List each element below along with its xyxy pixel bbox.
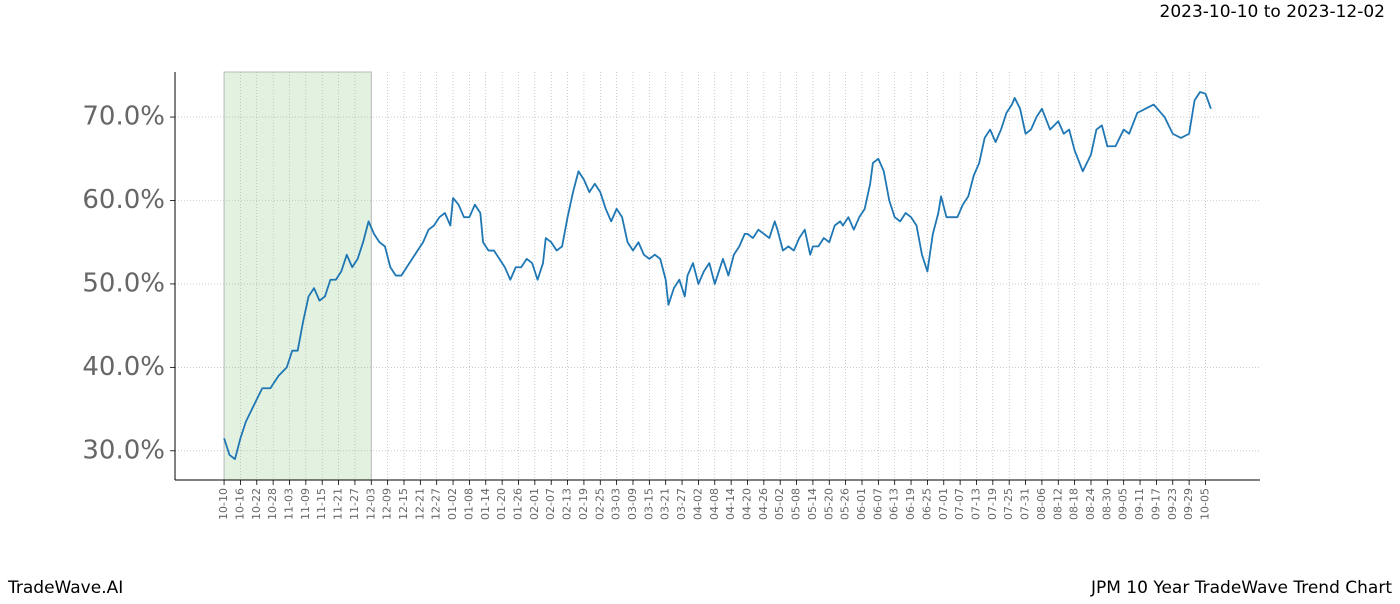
x-tick-label: 06-19 [904,488,917,520]
brand: TradeWave.AI [7,578,123,598]
x-tick-label: 06-25 [920,488,933,520]
x-tick-label: 12-15 [397,488,410,520]
x-tick-label: 07-01 [937,488,950,520]
x-tick-label: 03-15 [642,488,655,520]
x-tick-label: 02-19 [577,488,590,520]
x-tick-label: 04-20 [740,488,753,520]
x-tick-label: 04-26 [757,488,770,520]
x-tick-label: 09-05 [1117,488,1130,520]
x-tick-label: 07-07 [953,488,966,520]
y-tick-label: 50.0% [82,268,165,298]
x-tick-label: 04-08 [708,488,721,520]
y-tick-label: 40.0% [82,352,165,382]
x-tick-label: 02-13 [561,488,574,520]
x-tick-label: 03-03 [610,488,623,520]
x-tick-label: 03-21 [659,488,672,520]
x-tick-label: 11-15 [315,488,328,520]
x-tick-label: 02-25 [593,488,606,520]
y-tick-label: 70.0% [82,102,165,132]
x-tick-label: 12-27 [430,488,443,520]
x-tick-label: 04-02 [691,488,704,520]
chart-title: 2023-10-10 to 2023-12-02 [1160,2,1385,22]
footer-title: JPM 10 Year TradeWave Trend Chart [1090,578,1392,598]
x-tick-label: 11-27 [348,488,361,520]
x-tick-label: 08-06 [1035,488,1048,520]
x-tick-label: 08-24 [1084,488,1097,520]
x-tick-label: 03-09 [626,488,639,520]
x-tick-label: 01-08 [462,488,475,520]
x-tick-label: 05-14 [806,488,819,520]
x-tick-label: 03-27 [675,488,688,520]
x-tick-label: 01-20 [495,488,508,520]
x-tick-label: 12-03 [364,488,377,520]
x-tick-label: 01-02 [446,488,459,520]
x-tick-label: 05-26 [839,488,852,520]
x-tick-label: 06-07 [871,488,884,520]
x-tick-label: 08-18 [1068,488,1081,520]
x-tick-label: 05-08 [790,488,803,520]
x-tick-label: 11-03 [282,488,295,520]
x-tick-label: 05-02 [773,488,786,520]
x-tick-label: 04-14 [724,488,737,520]
x-tick-label: 06-01 [855,488,868,520]
x-tick-label: 01-14 [479,488,492,520]
x-tick-label: 05-20 [822,488,835,520]
x-tick-label: 09-23 [1166,488,1179,520]
trend-line [223,91,1212,461]
x-tick-label: 08-12 [1051,488,1064,520]
shaded-range [223,71,372,481]
y-tick-label: 30.0% [82,435,165,465]
x-tick-label: 09-29 [1182,488,1195,520]
x-tick-label: 12-09 [381,488,394,520]
x-tick-label: 10-22 [250,488,263,520]
x-tick-label: 08-30 [1100,488,1113,520]
x-tick-label: 07-31 [1019,488,1032,520]
x-tick-label: 01-26 [511,488,524,520]
x-tick-label: 02-01 [528,488,541,520]
x-tick-label: 07-19 [986,488,999,520]
x-tick-label: 12-21 [413,488,426,520]
x-tick-label: 07-25 [1002,488,1015,520]
x-tick-label: 09-11 [1133,488,1146,520]
x-tick-label: 02-07 [544,488,557,520]
y-tick-label: 60.0% [82,185,165,215]
x-tick-label: 06-13 [888,488,901,520]
x-tick-label: 10-16 [233,488,246,520]
x-tick-label: 10-10 [217,488,230,520]
x-tick-label: 11-09 [299,488,312,520]
x-tick-label: 10-05 [1198,488,1211,520]
x-tick-label: 09-17 [1149,488,1162,520]
x-tick-label: 07-13 [969,488,982,520]
x-tick-label: 10-28 [266,488,279,520]
x-tick-label: 11-21 [332,488,345,520]
